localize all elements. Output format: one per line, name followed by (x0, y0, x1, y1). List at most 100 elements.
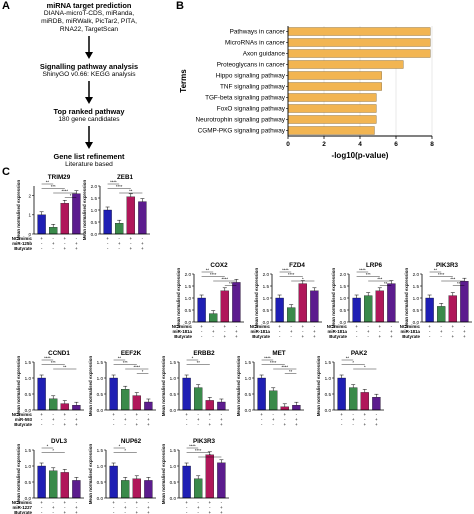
condition-sign: - (209, 505, 211, 510)
condition-sign: + (278, 324, 281, 329)
y-tick-label: 2 (28, 193, 31, 198)
condition-label: Butyrate (174, 334, 192, 339)
y-tick-label: 0.5 (185, 308, 192, 313)
expression-bar (182, 465, 191, 499)
gene-title: CCND1 (48, 350, 70, 357)
condition-sign: - (64, 505, 66, 510)
condition-sign: + (75, 241, 78, 246)
expression-bar (375, 290, 384, 323)
y-tick-label: 0.5 (97, 392, 104, 397)
expression-bar (287, 307, 296, 323)
condition-sign: + (212, 329, 215, 334)
bar-chart-ccnd1: CCND1 0.0 0.5 1.0 1.5 Mean normalised express… (12, 350, 84, 427)
flow-arrow (85, 81, 93, 104)
condition-sign: - (391, 324, 393, 329)
gene-title: DVL3 (51, 438, 68, 445)
condition-sign: + (440, 329, 443, 334)
y-tick-label: 1.0 (185, 296, 192, 301)
expression-bar (144, 480, 153, 499)
significance-stars: **** (210, 272, 217, 277)
condition-sign: - (64, 417, 66, 422)
bar-chart-met: MET 0.0 0.5 1.0 1.5 Mean normalised expressio… (236, 350, 304, 427)
y-tick-label: 0.5 (263, 308, 270, 313)
significance-stars: **** (189, 443, 196, 448)
pathway-label: Axon guidance (243, 51, 286, 58)
significance-stars: * (192, 355, 194, 360)
condition-sign: + (260, 412, 263, 417)
flow-step-title: Top ranked pathway (53, 107, 125, 116)
condition-sign: + (223, 324, 226, 329)
significance-stars: *** (51, 184, 56, 189)
condition-sign: - (107, 246, 109, 251)
condition-sign: + (135, 422, 138, 427)
significance-stars: **** (116, 184, 123, 189)
y-tick-label: 0.0 (245, 408, 252, 413)
significance-stars: * (142, 369, 144, 374)
expression-bar (269, 390, 278, 411)
y-tick-label: 0.5 (170, 480, 177, 485)
condition-sign: - (440, 334, 442, 339)
condition-sign: - (290, 334, 292, 339)
condition-sign: + (208, 412, 211, 417)
condition-sign: + (40, 412, 43, 417)
condition-sign: + (106, 236, 109, 241)
y-tick-label: 0.0 (97, 408, 104, 413)
condition-sign: + (208, 422, 211, 427)
condition-label: miR-181a (172, 329, 192, 334)
condition-sign: - (464, 324, 466, 329)
flow-step-title: Gene list refinement (53, 152, 125, 161)
bar-chart-nup62: NUP62 0.0 0.5 1.0 1.5 Mean normalised express… (88, 438, 156, 514)
x-tick-label: 2 (322, 141, 326, 148)
condition-sign: + (428, 324, 431, 329)
condition-label: NC mimic (172, 324, 193, 329)
significance-stars: *** (450, 276, 455, 281)
condition-sign: + (223, 334, 226, 339)
condition-sign: + (124, 505, 127, 510)
y-axis-title: Terms (179, 69, 188, 93)
condition-label: Butyrate (402, 334, 420, 339)
significance-stars: ** (206, 267, 210, 272)
flow-step-line: Literature based (65, 161, 113, 168)
y-tick-label: 2.0 (340, 272, 347, 277)
y-tick-label: 0.5 (97, 480, 104, 485)
y-axis-title: Mean normalised expression (161, 444, 166, 505)
condition-sign: + (313, 334, 316, 339)
flow-step-line: DIANA-microT-CDS, miRanda, (43, 10, 135, 17)
gene-title: ERBB2 (193, 350, 215, 357)
condition-sign: - (452, 329, 454, 334)
y-tick-label: 1.5 (97, 360, 104, 365)
condition-sign: + (63, 500, 66, 505)
condition-sign: - (118, 246, 120, 251)
expression-bar (387, 283, 396, 323)
condition-sign: + (290, 329, 293, 334)
pathway-bar (287, 104, 377, 113)
condition-sign: + (352, 417, 355, 422)
condition-sign: + (63, 510, 66, 514)
flow-step-line: 180 gene candidates (58, 116, 120, 123)
condition-sign: - (113, 417, 115, 422)
significance-stars: * (124, 448, 126, 453)
expression-bar (275, 297, 284, 323)
condition-sign: + (135, 412, 138, 417)
y-axis-title: Mean normalised expression (254, 268, 259, 329)
condition-sign: - (224, 329, 226, 334)
condition-sign: + (147, 417, 150, 422)
y-tick-label: 1.0 (170, 376, 177, 381)
condition-sign: - (76, 412, 78, 417)
expression-bar (310, 290, 319, 323)
y-tick-label: 0.5 (25, 480, 32, 485)
flow-arrow (85, 126, 93, 149)
gene-title: FZD4 (289, 262, 305, 269)
y-axis-title: Mean normalised expression (16, 444, 21, 505)
x-tick-label: 6 (394, 141, 398, 148)
y-tick-label: 1.0 (25, 464, 32, 469)
condition-sign: - (76, 236, 78, 241)
flow-step-line: RNA22, TargetScan (59, 26, 119, 33)
significance-stars: *** (123, 360, 128, 365)
significance-stars: * (119, 443, 121, 448)
condition-sign: + (52, 505, 55, 510)
condition-sign: + (363, 422, 366, 427)
pathway-bar (287, 38, 431, 47)
condition-label: Butyrate (14, 422, 32, 427)
